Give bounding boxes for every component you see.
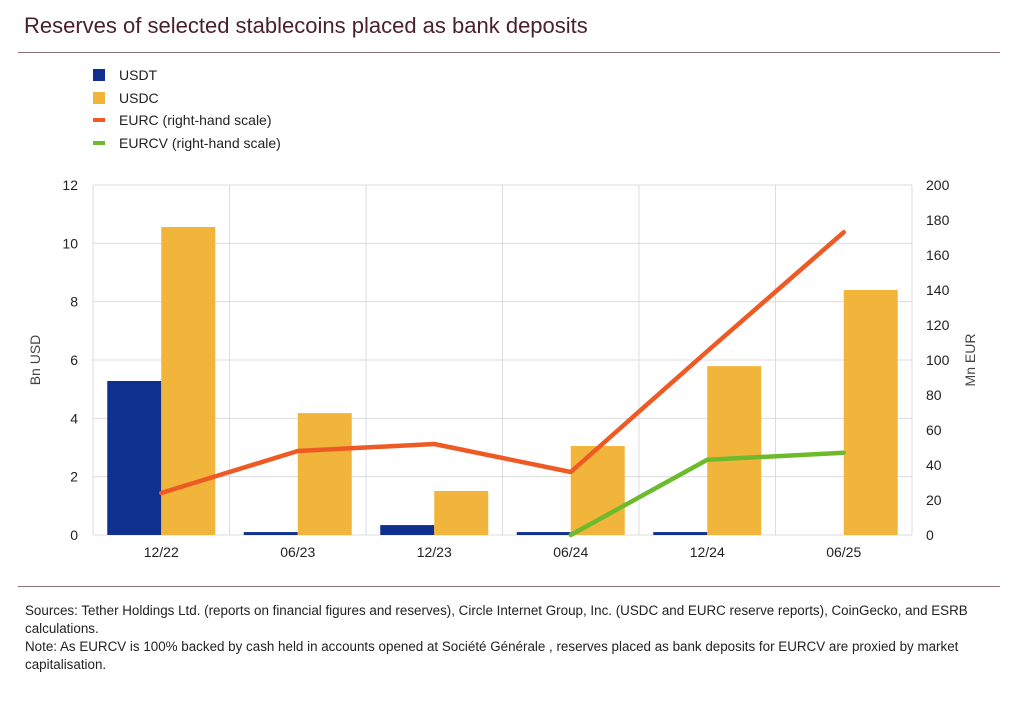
y2-tick-label: 160 (926, 247, 950, 263)
legend-item-usdc: USDC (93, 87, 281, 110)
bar-usdt (516, 532, 571, 535)
notes: Sources: Tether Holdings Ltd. (reports o… (25, 602, 985, 674)
y2-tick-label: 20 (926, 492, 942, 508)
legend-item-eurcv: EURCV (right-hand scale) (93, 132, 281, 155)
bar-usdc (434, 490, 489, 535)
x-tick-label: 12/22 (144, 544, 179, 560)
top-divider (18, 52, 1000, 53)
legend-swatch (93, 118, 105, 123)
y2-tick-label: 60 (926, 422, 942, 438)
legend: USDT USDC EURC (right-hand scale) EURCV … (93, 64, 281, 154)
y-tick-label: 4 (70, 410, 78, 426)
legend-item-eurc: EURC (right-hand scale) (93, 109, 281, 132)
x-tick-label: 12/24 (690, 544, 725, 560)
y2-tick-label: 120 (926, 317, 950, 333)
x-tick-label: 06/23 (280, 544, 315, 560)
y2-tick-label: 140 (926, 282, 950, 298)
legend-swatch (93, 69, 105, 82)
bar-usdc (707, 366, 762, 535)
x-tick-label: 12/23 (417, 544, 452, 560)
y2-tick-label: 180 (926, 212, 950, 228)
legend-swatch (93, 140, 105, 145)
y2-tick-label: 80 (926, 387, 942, 403)
x-tick-label: 06/25 (826, 544, 861, 560)
legend-label: USDT (119, 67, 158, 84)
note-text: Note: As EURCV is 100% backed by cash he… (25, 639, 959, 672)
bar-usdc (843, 290, 898, 535)
legend-label: USDC (119, 89, 159, 106)
bar-usdc (297, 413, 352, 535)
y-tick-label: 0 (70, 527, 78, 543)
y-axis-label: Bn USD (27, 335, 43, 386)
legend-label: EURCV (right-hand scale) (119, 134, 281, 151)
y-tick-label: 10 (62, 235, 78, 251)
bar-usdt (653, 532, 708, 535)
line-eurc (159, 230, 846, 496)
y-tick-label: 2 (70, 469, 78, 485)
bottom-divider (18, 586, 1000, 587)
line-eurcv (568, 450, 846, 538)
legend-label: EURC (right-hand scale) (119, 112, 272, 129)
chart-title: Reserves of selected stablecoins placed … (24, 13, 588, 38)
y2-axis-label: Mn EUR (962, 334, 978, 387)
sources-text: Sources: Tether Holdings Ltd. (reports o… (25, 603, 968, 636)
legend-item-usdt: USDT (93, 64, 281, 87)
y2-tick-label: 200 (926, 177, 950, 193)
bar-usdt (243, 532, 298, 535)
y-tick-label: 12 (62, 177, 78, 193)
x-tick-label: 06/24 (553, 544, 588, 560)
y2-tick-label: 100 (926, 352, 950, 368)
y2-tick-label: 40 (926, 457, 942, 473)
bar-usdt (380, 525, 435, 535)
y-tick-label: 8 (70, 294, 78, 310)
legend-swatch (93, 91, 105, 104)
y2-tick-label: 0 (926, 527, 934, 543)
y-tick-label: 6 (70, 352, 78, 368)
bar-usdt (107, 381, 162, 535)
